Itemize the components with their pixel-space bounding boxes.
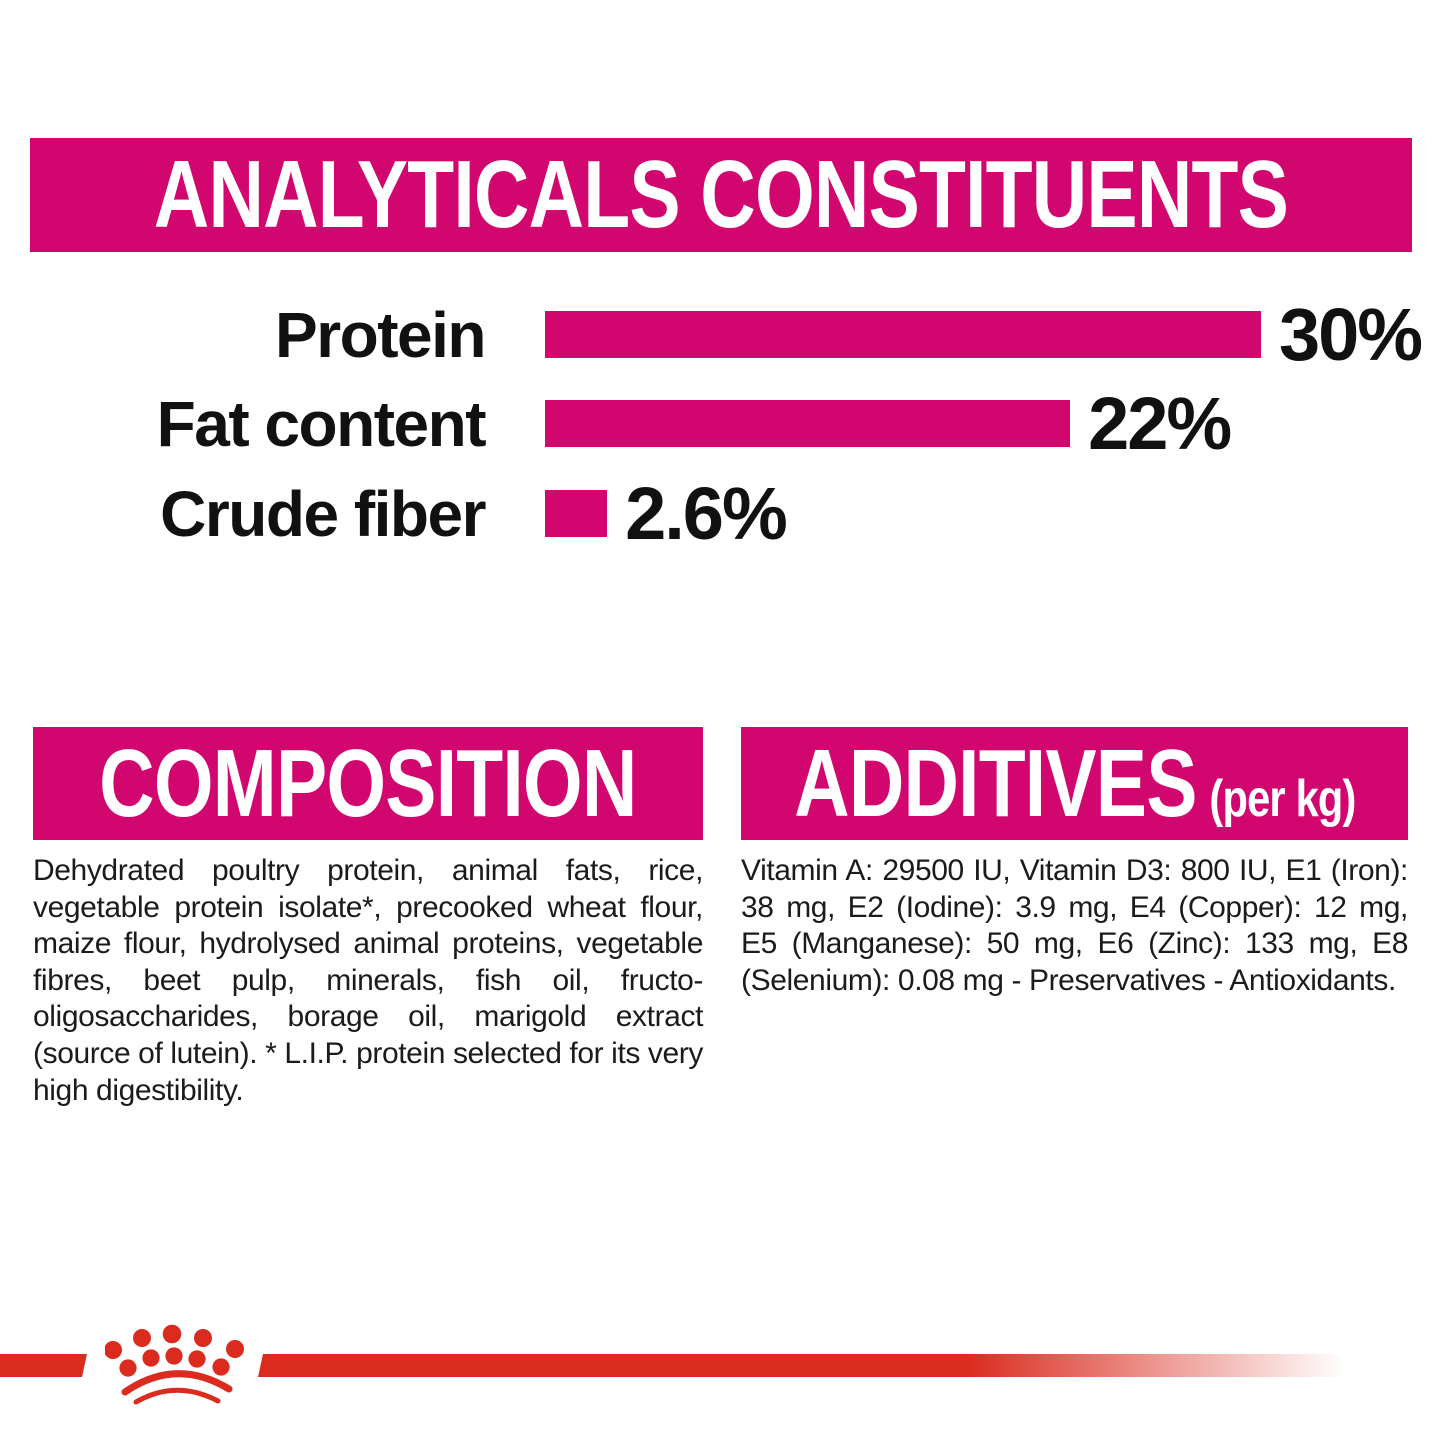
chart-row-label: Crude fiber <box>160 477 486 550</box>
additives-text: Vitamin A: 29500 IU, Vitamin D3: 800 IU,… <box>741 854 1408 997</box>
composition-text: Dehydrated poultry protein, animal fats,… <box>33 854 703 1107</box>
chart-bar-value: 2.6% <box>625 472 788 555</box>
composition-banner: COMPOSITION <box>33 727 703 840</box>
chart-row: Crude fiber 2.6% <box>0 472 1445 555</box>
chart-row: Protein 30% <box>0 293 1445 376</box>
additives-title: ADDITIVES <box>793 729 1197 837</box>
royal-canin-crown-icon <box>105 1324 244 1405</box>
chart-bar <box>545 400 1071 447</box>
brand-divider-band-left <box>0 1354 87 1377</box>
chart-row: Fat content 22% <box>0 382 1445 465</box>
brand-divider-band-right <box>258 1354 1345 1377</box>
composition-title: COMPOSITION <box>99 729 637 837</box>
chart-bar-value: 30% <box>1279 293 1423 376</box>
additives-banner: ADDITIVES (per kg) <box>741 727 1408 840</box>
analyticals-banner-title: ANALYTICALS CONSTITUENTS <box>153 141 1289 248</box>
analyticals-banner: ANALYTICALS CONSTITUENTS <box>30 138 1412 252</box>
chart-row-label: Fat content <box>156 387 487 460</box>
additives-title-group: ADDITIVES (per kg) <box>793 729 1356 839</box>
chart-row-label: Protein <box>275 298 486 371</box>
chart-bar-value: 22% <box>1088 382 1232 465</box>
additives-per-kg-label: (per kg) <box>1209 769 1356 828</box>
chart-bar <box>545 311 1261 358</box>
chart-bar <box>545 490 608 537</box>
